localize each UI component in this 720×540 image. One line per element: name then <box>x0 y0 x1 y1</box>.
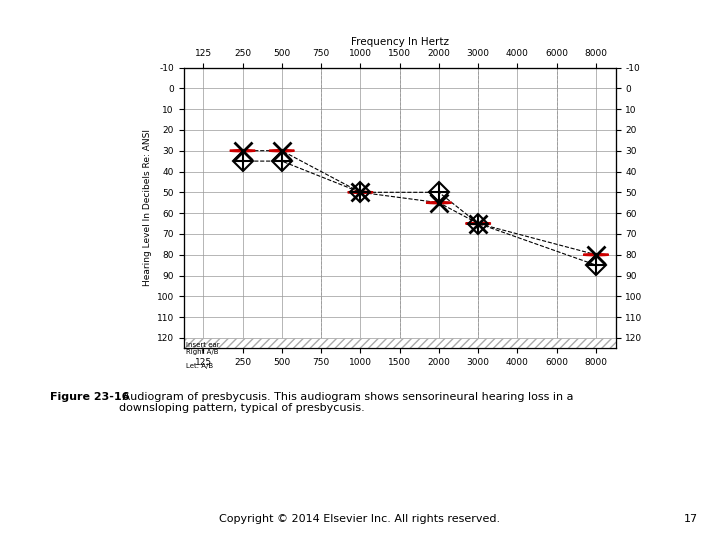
Text: Copyright © 2014 Elsevier Inc. All rights reserved.: Copyright © 2014 Elsevier Inc. All right… <box>220 514 500 524</box>
Text: Audiogram of presbycusis. This audiogram shows sensorineural hearing loss in a
d: Audiogram of presbycusis. This audiogram… <box>119 392 573 413</box>
Text: 17: 17 <box>684 514 698 524</box>
Bar <box>184 338 616 359</box>
Y-axis label: Hearing Level In Decibels Re: ANSI: Hearing Level In Decibels Re: ANSI <box>143 130 153 286</box>
Text: Insert ear
Right A/B

Let. A/B: Insert ear Right A/B Let. A/B <box>186 342 219 369</box>
X-axis label: Frequency In Hertz: Frequency In Hertz <box>351 37 449 46</box>
Text: Figure 23-16: Figure 23-16 <box>50 392 130 402</box>
